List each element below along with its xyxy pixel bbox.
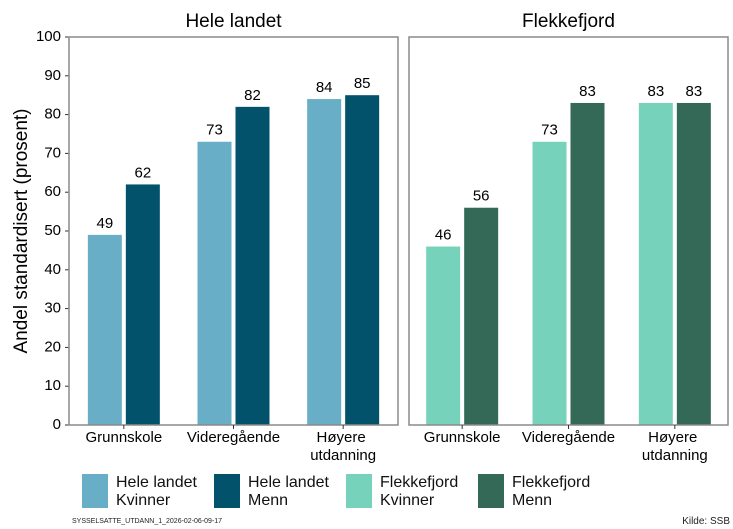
y-tick-label: 60 (44, 183, 61, 200)
legend-swatch (478, 474, 504, 508)
value-label: 83 (685, 83, 702, 100)
legend-label: Flekkefjord Menn (512, 474, 591, 509)
value-label: 83 (647, 83, 664, 100)
legend-swatch (346, 474, 372, 508)
value-label: 46 (435, 226, 452, 243)
y-tick-label: 20 (44, 338, 61, 355)
value-label: 84 (316, 79, 333, 96)
bar (638, 102, 673, 426)
source: Kilde: SSB (682, 516, 730, 527)
value-label: 56 (473, 188, 490, 205)
value-label: 73 (541, 122, 558, 139)
legend-label: Hele landet Kvinner (116, 474, 197, 509)
bar (570, 102, 605, 426)
bar (345, 95, 380, 425)
x-tick-label: Grunnskole (424, 429, 501, 446)
legend-item: Hele landet Menn (214, 474, 344, 510)
y-tick-label: 10 (44, 377, 61, 394)
facet-title: Hele landet (185, 11, 282, 32)
y-tick-label: 90 (44, 67, 61, 84)
y-axis-label: Andel standardisert (prosent) (11, 108, 32, 353)
bar (87, 234, 122, 425)
bar (676, 102, 711, 426)
legend-swatch (214, 474, 240, 508)
bar (532, 141, 567, 425)
y-tick-label: 50 (44, 222, 61, 239)
bar (197, 141, 232, 425)
y-tick-label: 30 (44, 300, 61, 317)
bar (235, 106, 270, 425)
legend-label: Flekkefjord Kvinner (380, 474, 459, 509)
value-label: 82 (244, 87, 261, 104)
bar (426, 246, 461, 425)
y-tick-label: 0 (53, 416, 61, 433)
y-tick-label: 80 (44, 106, 61, 123)
bar (307, 99, 342, 425)
x-tick-label: Videregående (187, 429, 280, 446)
y-tick-label: 70 (44, 144, 61, 161)
footer: SYSSELSATTE_UTDANN_1_2026-02-06-09-17 (72, 518, 223, 525)
x-tick-label: Høyere utdanning (642, 429, 708, 464)
value-label: 73 (206, 122, 223, 139)
x-tick-label: Videregående (522, 429, 615, 446)
value-label: 62 (134, 164, 151, 181)
legend-item: Flekkefjord Menn (478, 474, 608, 510)
x-tick-label: Grunnskole (85, 429, 162, 446)
legend-item: Hele landet Kvinner (82, 474, 212, 510)
bar (125, 184, 160, 425)
x-tick-label: Høyere utdanning (310, 429, 376, 464)
legend-swatch (82, 474, 108, 508)
bar (464, 207, 499, 425)
value-label: 83 (579, 83, 596, 100)
y-tick-label: 100 (36, 28, 61, 45)
legend-label: Hele landet Menn (248, 474, 329, 509)
value-label: 85 (354, 75, 371, 92)
facet-title: Flekkefjord (522, 11, 615, 32)
y-tick-label: 40 (44, 261, 61, 278)
value-label: 49 (96, 215, 113, 232)
legend-item: Flekkefjord Kvinner (346, 474, 476, 510)
